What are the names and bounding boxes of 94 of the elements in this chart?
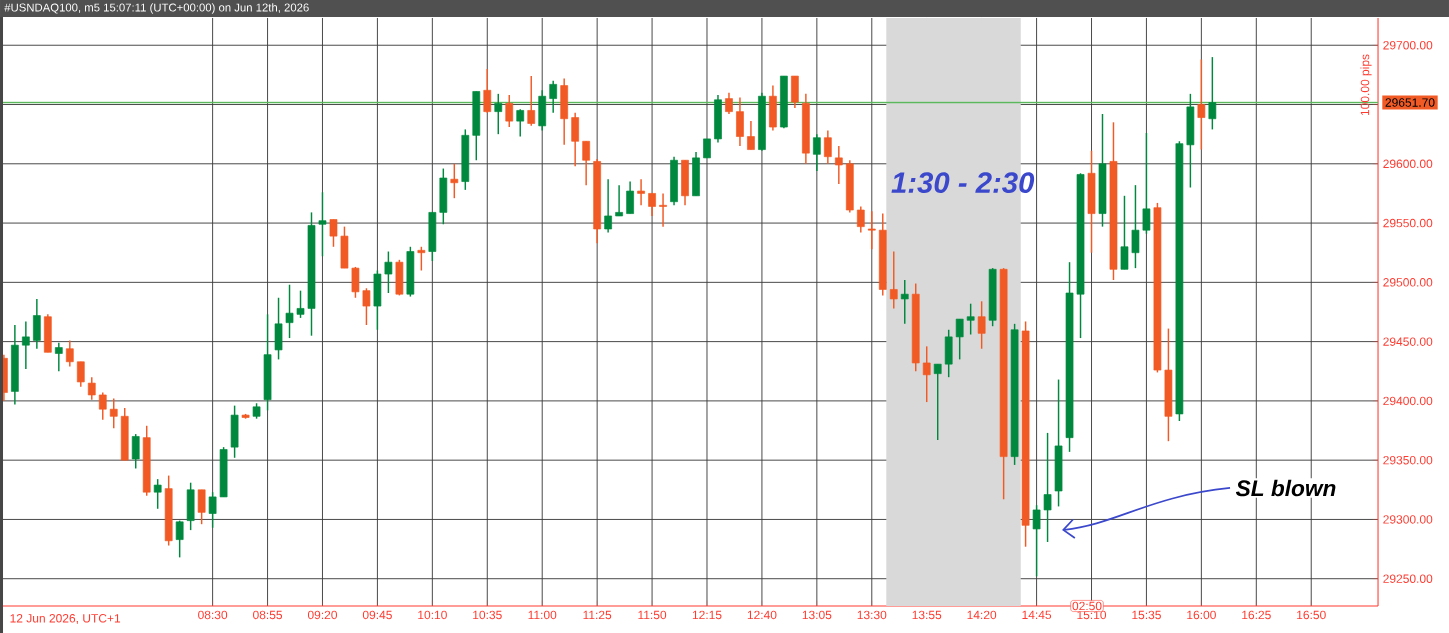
candlestick: [450, 163, 459, 199]
chart-title: #USNDAQ100, m5 15:07:11 (UTC+00:00) on Jun 12th, 2026: [4, 3, 309, 14]
candlestick: [856, 205, 865, 234]
candlestick: [933, 363, 942, 441]
y-tick-label: 29350.00: [1383, 455, 1433, 465]
candlestick: [65, 339, 74, 368]
band-label: 1:30 - 2:30: [891, 172, 1035, 194]
x-tick-label: 16:50: [1297, 610, 1326, 620]
y-tick-label: 29400.00: [1383, 396, 1433, 406]
ref-line-label: 29651.70: [1385, 98, 1435, 107]
candlestick: [296, 289, 305, 319]
candlestick: [1032, 504, 1041, 578]
x-tick-label: 11:25: [583, 610, 612, 620]
candlestick: [197, 489, 206, 525]
candlestick: [98, 391, 107, 421]
candlestick: [703, 138, 711, 159]
candlestick: [87, 376, 96, 401]
x-tick-label: 14:20: [967, 610, 997, 620]
y-tick-label: 29450.00: [1383, 337, 1433, 346]
candlestick: [22, 320, 30, 370]
candlestick: [76, 361, 85, 388]
candlestick: [153, 478, 162, 510]
y-tick-label: 29500.00: [1383, 278, 1433, 287]
annotation: 100.00 pips: [1360, 54, 1372, 116]
x-tick-label: 13:55: [912, 610, 942, 620]
x-tick-label: 10:10: [418, 610, 447, 620]
candlestick: [417, 246, 426, 272]
y-tick-label: 29700.00: [1383, 41, 1433, 50]
candlestick: [900, 279, 909, 325]
candlestick: [516, 108, 525, 138]
candlestick: [318, 191, 327, 257]
y-tick-label: 29550.00: [1383, 218, 1433, 228]
candlestick: [648, 192, 656, 217]
candlestick: [1131, 184, 1140, 269]
y-tick-label: 29600.00: [1383, 159, 1433, 169]
candlestick: [175, 519, 184, 559]
candlestick: [955, 318, 964, 361]
candlestick: [966, 302, 975, 336]
x-tick-label: 10:35: [473, 610, 502, 620]
x-tick-label: 13:30: [857, 610, 887, 620]
candlestick: [208, 491, 217, 529]
x-tick-label: 12:40: [747, 610, 777, 620]
candlestick: [494, 93, 503, 135]
x-tick-label: 16:00: [1187, 610, 1216, 620]
candlestick: [131, 433, 140, 470]
candlestick: [604, 178, 612, 234]
candlestick: [867, 210, 876, 250]
candlestick: [1208, 56, 1217, 131]
candlestick: [527, 75, 536, 127]
x-tick-label: 13:05: [802, 610, 832, 620]
candlestick: [483, 68, 492, 114]
candlestick: [659, 192, 667, 228]
y-tick-label: 29300.00: [1383, 515, 1433, 524]
candlestick: [582, 140, 590, 186]
x-tick-label: 08:30: [198, 610, 228, 620]
annotation: SL blown: [1235, 479, 1336, 497]
candlestick: [1120, 195, 1129, 271]
candlestick: [823, 129, 832, 165]
candlestick: [813, 133, 821, 172]
candlestick: [1142, 132, 1151, 235]
candlestick: [571, 112, 580, 167]
candlestick: [922, 345, 931, 403]
candlestick: [54, 342, 63, 372]
candlestick: [384, 250, 393, 294]
candlestick: [834, 145, 843, 185]
candlestick: [747, 120, 755, 151]
x-tick-label: 15:10: [1077, 610, 1107, 620]
x-tick-label: 09:45: [362, 610, 392, 620]
candlestick: [977, 300, 986, 350]
x-tick-label: 12:15: [692, 610, 722, 620]
candlestick: [626, 180, 634, 215]
candlestick: [1197, 58, 1206, 151]
candlestick: [615, 184, 623, 217]
x-tick-label: 14:45: [1022, 610, 1052, 620]
x-tick-label: 08:55: [253, 610, 283, 620]
candlestick: [725, 91, 733, 115]
text: 12 Jun 2026, UTC+1: [10, 614, 121, 624]
candlestick: [329, 218, 338, 248]
y-tick-label: 29250.00: [1383, 574, 1433, 583]
candlestick: [637, 178, 645, 207]
candlestick: [109, 397, 118, 429]
candlestick: [1043, 432, 1052, 543]
x-tick-label: 15:35: [1132, 610, 1161, 620]
x-tick-label: 11:50: [638, 610, 667, 620]
x-tick-label: 09:20: [307, 610, 338, 620]
candlestick: [549, 80, 558, 114]
x-tick-label: 16:25: [1242, 610, 1271, 620]
candlestick: [351, 266, 360, 299]
candlestick: [889, 250, 898, 310]
annotation: 02:50: [1072, 601, 1102, 611]
x-tick-label: 11:00: [528, 610, 557, 620]
candlestick: [285, 283, 294, 339]
candlestick: [505, 94, 514, 128]
candlestick: [362, 287, 371, 326]
